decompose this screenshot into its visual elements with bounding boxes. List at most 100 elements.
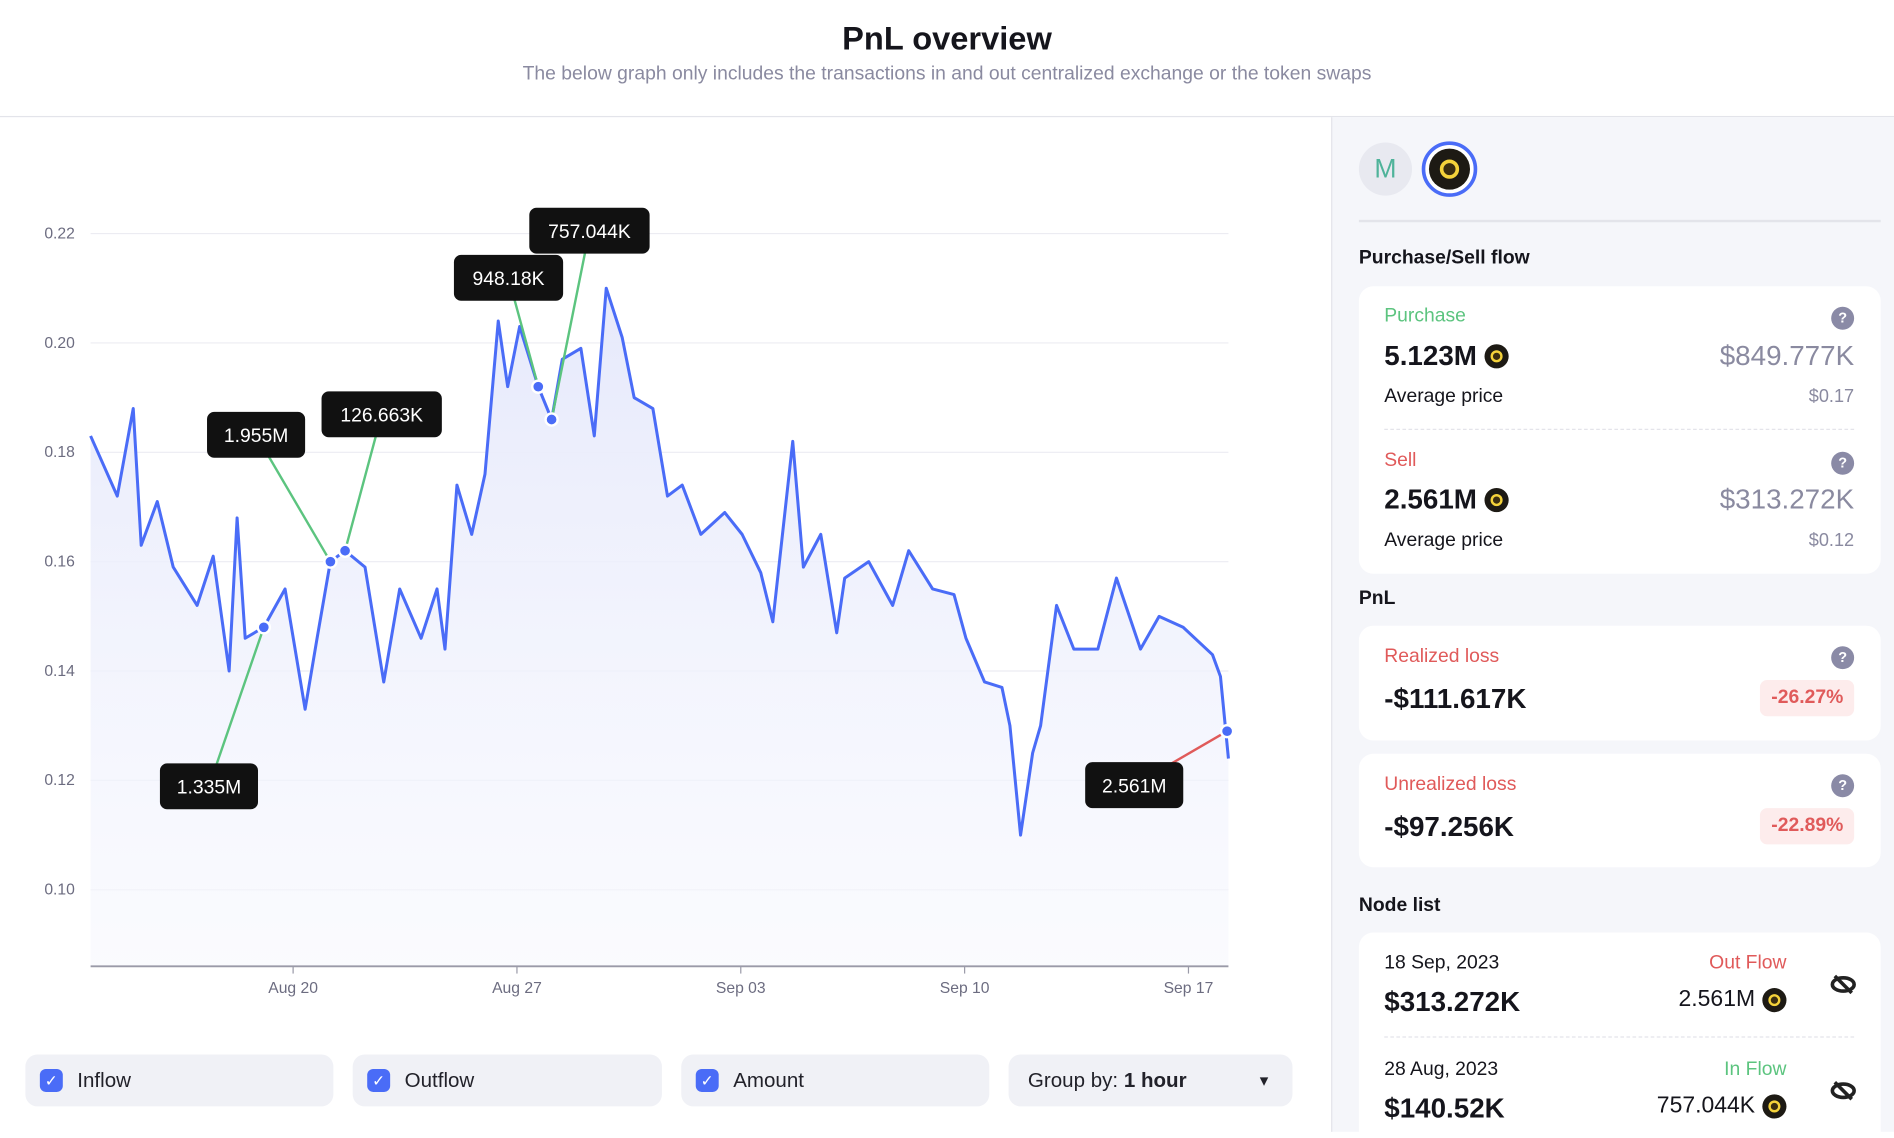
transaction-marker bbox=[544, 412, 559, 427]
annotation-label: 1.955M bbox=[224, 426, 288, 447]
outflow-label: Outflow bbox=[404, 1068, 475, 1092]
annotation-label: 948.18K bbox=[473, 269, 545, 290]
realized-loss-label: Realized loss bbox=[1384, 646, 1500, 667]
y-tick-label: 0.12 bbox=[44, 772, 75, 789]
sell-avg-price: $0.12 bbox=[1808, 530, 1855, 551]
outflow-toggle[interactable]: ✓ Outflow bbox=[352, 1054, 662, 1107]
annotation-label-box bbox=[453, 254, 564, 301]
page-subtitle: The below graph only includes the transa… bbox=[522, 64, 1372, 85]
purchase-avg-label: Average price bbox=[1384, 386, 1504, 408]
unrealized-loss-card: Unrealized loss ? -$97.256K -22.89% bbox=[1358, 753, 1881, 868]
realized-loss-value: -$111.617K bbox=[1384, 682, 1527, 714]
header: PnL overview The below graph only includ… bbox=[0, 0, 1894, 118]
y-tick-label: 0.16 bbox=[44, 554, 75, 571]
checkbox-checked-icon[interactable]: ✓ bbox=[367, 1068, 391, 1092]
price-area bbox=[90, 288, 1229, 967]
right-panel: M Purchase/Sell flow Purchase ? 5.123M $… bbox=[1331, 117, 1894, 1138]
inflow-toggle[interactable]: ✓ Inflow bbox=[25, 1054, 334, 1107]
group-by-prefix: Group by: bbox=[1027, 1068, 1119, 1092]
node-date: 18 Sep, 2023 bbox=[1384, 953, 1500, 974]
unrealized-loss-percent: -22.89% bbox=[1760, 808, 1855, 845]
amount-toggle[interactable]: ✓ Amount bbox=[681, 1054, 990, 1107]
checkbox-checked-icon[interactable]: ✓ bbox=[39, 1068, 63, 1092]
annotation-label-box bbox=[1085, 762, 1184, 809]
node-amount: 757.044K bbox=[1657, 1093, 1787, 1120]
unrealized-loss-value: -$97.256K bbox=[1384, 810, 1515, 842]
x-tick-label: Sep 10 bbox=[940, 980, 990, 997]
coin-token-icon[interactable] bbox=[1421, 141, 1478, 197]
transaction-marker bbox=[337, 543, 353, 558]
amount-label: Amount bbox=[733, 1068, 804, 1092]
purchase-amount: 5.123M bbox=[1384, 339, 1509, 372]
annotation-label: 2.561M bbox=[1102, 776, 1166, 797]
node-flow: In Flow bbox=[1724, 1059, 1787, 1080]
x-tick-label: Sep 17 bbox=[1164, 980, 1214, 997]
maker-token-icon[interactable]: M bbox=[1358, 142, 1413, 196]
y-tick-label: 0.20 bbox=[44, 335, 75, 352]
annotation-label: 757.044K bbox=[548, 222, 631, 243]
annotation-label-box bbox=[529, 207, 650, 254]
pnl-section-title: PnL bbox=[1358, 588, 1396, 609]
help-icon[interactable]: ? bbox=[1831, 451, 1855, 475]
node-list: 18 Sep, 2023 $313.272K Out Flow 2.561M 2… bbox=[1358, 932, 1881, 1138]
eye-slash-icon[interactable] bbox=[1830, 1080, 1857, 1102]
purchase-label: Purchase bbox=[1384, 305, 1466, 327]
sell-value: $313.272K bbox=[1719, 483, 1855, 515]
group-by-value: 1 hour bbox=[1123, 1068, 1187, 1092]
help-icon[interactable]: ? bbox=[1831, 646, 1855, 670]
node-value: $313.272K bbox=[1384, 985, 1521, 1018]
y-tick-label: 0.14 bbox=[44, 663, 75, 680]
y-tick-label: 0.10 bbox=[44, 882, 75, 899]
node-list-title: Node list bbox=[1358, 895, 1441, 916]
sell-amount-value: 2.561M bbox=[1384, 483, 1477, 515]
divider bbox=[1384, 428, 1855, 431]
annotation-connector bbox=[207, 626, 265, 787]
coin-icon bbox=[1484, 487, 1509, 512]
flow-section-title: Purchase/Sell flow bbox=[1358, 247, 1530, 269]
node-value: $140.52K bbox=[1384, 1091, 1505, 1124]
sell-label: Sell bbox=[1384, 450, 1417, 472]
eye-slash-icon[interactable] bbox=[1830, 974, 1857, 996]
inflow-label: Inflow bbox=[77, 1068, 131, 1092]
x-tick-label: Sep 03 bbox=[716, 980, 766, 997]
divider bbox=[1384, 1036, 1855, 1038]
group-by-select[interactable]: Group by: 1 hour ▾ bbox=[1008, 1054, 1293, 1107]
coin-icon bbox=[1762, 988, 1787, 1013]
annotation-connector bbox=[550, 230, 591, 420]
node-amount: 2.561M bbox=[1679, 987, 1787, 1014]
annotation-label-box bbox=[159, 763, 259, 810]
y-tick-label: 0.18 bbox=[44, 444, 75, 461]
sell-avg-label: Average price bbox=[1384, 530, 1504, 551]
checkbox-checked-icon[interactable]: ✓ bbox=[695, 1068, 719, 1092]
x-tick-label: Aug 20 bbox=[268, 980, 318, 997]
node-flow: Out Flow bbox=[1709, 953, 1787, 974]
help-icon[interactable]: ? bbox=[1831, 774, 1855, 798]
realized-loss-card: Realized loss ? -$111.617K -26.27% bbox=[1358, 625, 1881, 741]
caret-down-icon: ▾ bbox=[1259, 1070, 1269, 1090]
coin-icon bbox=[1484, 343, 1509, 368]
annotation-label: 126.663K bbox=[340, 406, 423, 427]
annotation-label: 1.335M bbox=[177, 778, 241, 799]
purchase-avg-price: $0.17 bbox=[1808, 386, 1855, 408]
node-amount-value: 757.044K bbox=[1656, 1093, 1756, 1119]
page-title: PnL overview bbox=[842, 20, 1052, 57]
node-amount-value: 2.561M bbox=[1678, 986, 1756, 1013]
coin-icon bbox=[1762, 1094, 1787, 1119]
transaction-marker bbox=[531, 379, 546, 394]
price-line bbox=[89, 286, 1230, 837]
realized-loss-percent: -26.27% bbox=[1760, 680, 1855, 717]
transaction-marker bbox=[1219, 723, 1235, 739]
divider bbox=[1358, 219, 1881, 223]
x-tick-label: Aug 27 bbox=[492, 980, 542, 997]
node-date: 28 Aug, 2023 bbox=[1384, 1059, 1499, 1080]
help-icon[interactable]: ? bbox=[1831, 306, 1855, 330]
transaction-marker bbox=[256, 620, 272, 635]
annotation-label-box bbox=[207, 411, 306, 458]
purchase-amount-value: 5.123M bbox=[1384, 339, 1477, 371]
unrealized-loss-label: Unrealized loss bbox=[1384, 774, 1517, 795]
sell-amount: 2.561M bbox=[1384, 483, 1509, 516]
annotation-label-box bbox=[321, 391, 442, 438]
transaction-marker bbox=[323, 554, 338, 569]
purchase-value: $849.777K bbox=[1719, 339, 1855, 371]
price-chart: 0.10 0.12 0.14 0.16 0.18 0.20 0.22 Aug 20 Aug 27… bbox=[44, 207, 1235, 997]
